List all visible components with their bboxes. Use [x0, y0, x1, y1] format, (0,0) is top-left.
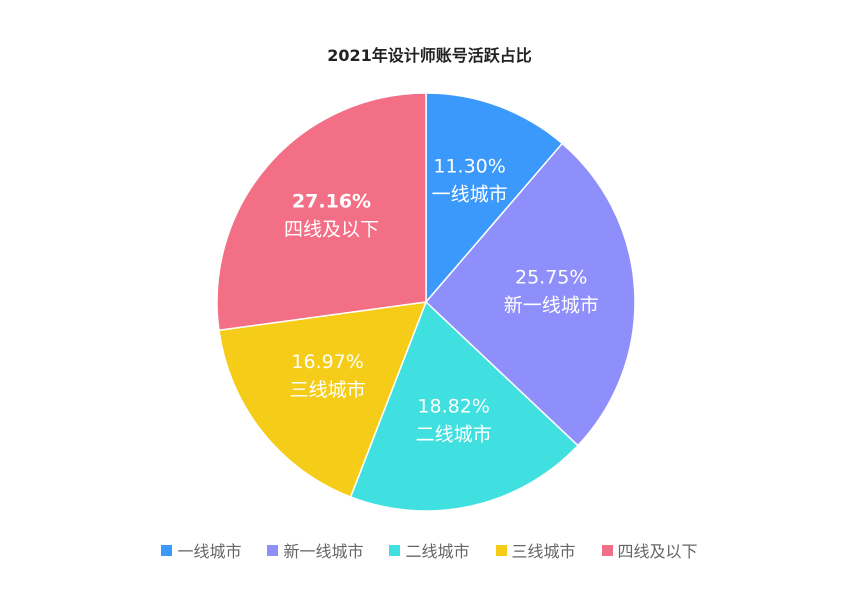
legend-swatch — [389, 544, 401, 556]
pie-slice-3[interactable] — [218, 301, 428, 498]
slice-percent-label: 16.97% — [291, 351, 363, 373]
legend-swatch — [267, 544, 279, 556]
chart-title: 2021年设计师账号活跃占比 — [327, 46, 532, 65]
legend-item-0[interactable]: 一线城市 — [161, 538, 241, 562]
legend-label: 四线及以下 — [617, 542, 698, 561]
slice-percent-label: 25.75% — [515, 267, 587, 289]
pie-slice-2[interactable] — [349, 300, 579, 512]
legend-swatch — [601, 544, 613, 556]
legend-swatch — [161, 544, 173, 556]
legend-swatch — [495, 544, 507, 556]
slice-percent-label: 18.82% — [417, 395, 489, 417]
pie-slice-0[interactable] — [425, 92, 564, 305]
legend-item-4[interactable]: 四线及以下 — [601, 538, 698, 562]
legend-item-3[interactable]: 三线城市 — [495, 538, 576, 562]
slice-name-label: 三线城市 — [290, 379, 366, 401]
slice-name-label: 二线城市 — [416, 423, 492, 445]
slice-name-label: 新一线城市 — [504, 295, 599, 317]
legend-label: 新一线城市 — [283, 542, 364, 561]
legend-item-2[interactable]: 二线城市 — [389, 538, 470, 562]
legend-item-1[interactable]: 新一线城市 — [267, 538, 363, 562]
pie-slice-4[interactable] — [216, 92, 427, 332]
legend-label: 一线城市 — [177, 542, 242, 561]
legend-label: 二线城市 — [405, 542, 470, 561]
slice-name-label: 一线城市 — [432, 183, 508, 205]
pie-slice-1[interactable] — [424, 142, 636, 447]
slice-name-label: 四线及以下 — [284, 219, 379, 241]
slice-percent-label: 27.16% — [292, 191, 371, 213]
legend-label: 三线城市 — [511, 542, 576, 561]
slice-percent-label: 11.30% — [433, 155, 505, 177]
legend: 一线城市 新一线城市 二线城市 三线城市 四线及以下 — [0, 538, 859, 562]
